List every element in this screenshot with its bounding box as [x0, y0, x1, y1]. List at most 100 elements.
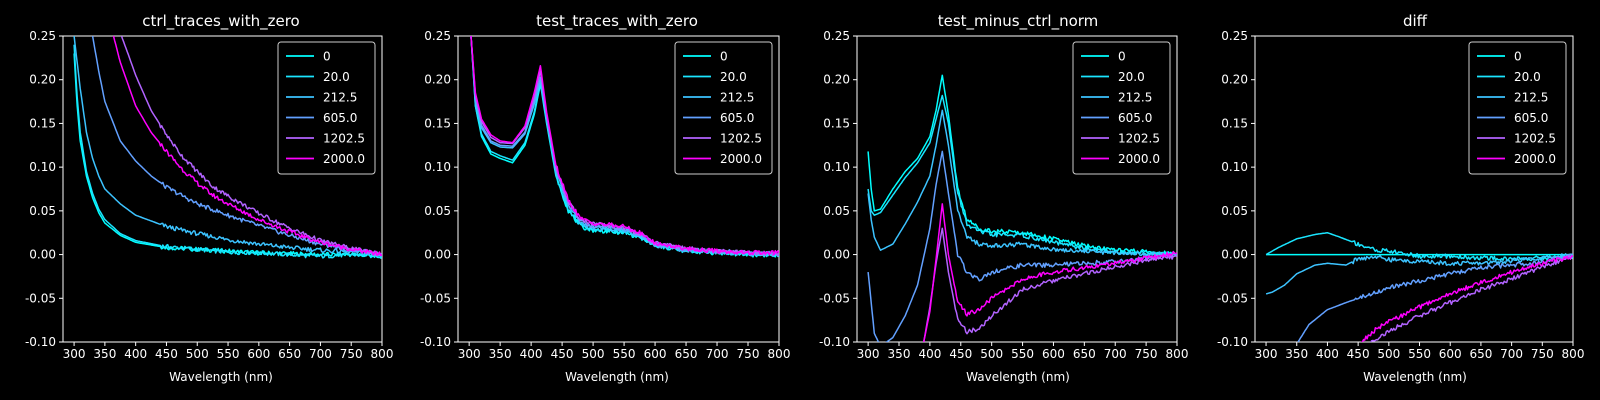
- x-tick-label: 350: [888, 347, 911, 361]
- legend-label: 1202.5: [1118, 132, 1160, 146]
- legend-label: 1202.5: [1514, 132, 1556, 146]
- series-line-212-5: [867, 109, 1177, 257]
- y-tick-label: 0.00: [29, 248, 56, 262]
- x-tick-label: 600: [247, 347, 270, 361]
- legend-label: 212.5: [720, 91, 754, 105]
- legend: 0 20.0 212.5 605.0 1202.5 2000.0: [674, 41, 773, 175]
- plot-frame: [457, 35, 780, 343]
- x-tick-label: 800: [1562, 347, 1585, 361]
- legend-label: 0: [1118, 50, 1126, 64]
- panel-ctrl-traces: ctrl_traces_with_zero Wavelength (nm) 30…: [25, 12, 394, 384]
- x-tick-label: 600: [644, 347, 667, 361]
- y-tick-label: 0.05: [424, 204, 451, 218]
- series-line-2000-0: [1360, 255, 1573, 342]
- x-tick-label: 500: [582, 347, 605, 361]
- legend: 0 20.0 212.5 605.0 1202.5 2000.0: [277, 41, 376, 175]
- series-line-1202-5: [120, 36, 382, 257]
- legend-label: 0: [323, 50, 331, 64]
- y-tick-label: -0.05: [25, 291, 56, 305]
- x-tick-label: 400: [918, 347, 941, 361]
- x-tick-label: 450: [551, 347, 574, 361]
- legend-label: 605.0: [1514, 111, 1548, 125]
- x-tick-label: 650: [1469, 347, 1492, 361]
- series-group: [73, 36, 382, 259]
- series-line-2000-0: [112, 36, 382, 257]
- x-tick-label: 700: [309, 347, 332, 361]
- x-tick-label: 750: [737, 347, 760, 361]
- series-line-0: [73, 53, 382, 259]
- x-tick-label: 450: [1347, 347, 1370, 361]
- legend: 0 20.0 212.5 605.0 1202.5 2000.0: [1072, 41, 1171, 175]
- series-group: [470, 36, 779, 258]
- y-tick-label: 0.20: [424, 73, 451, 87]
- y-tick-label: 0.25: [424, 29, 451, 43]
- y-tick-label: 0.10: [1221, 160, 1248, 174]
- x-tick-label: 600: [1042, 347, 1065, 361]
- y-tick-label: 0.00: [424, 248, 451, 262]
- x-tick-label: 300: [857, 347, 880, 361]
- y-tick-label: -0.05: [1217, 291, 1248, 305]
- x-tick-label: 400: [124, 347, 147, 361]
- x-tick-label: 550: [613, 347, 636, 361]
- legend-label: 20.0: [1118, 70, 1145, 84]
- panel-test-traces: test_traces_with_zero Wavelength (nm) 30…: [420, 12, 791, 384]
- series-line-1202-5: [1370, 254, 1573, 342]
- x-tick-label: 650: [675, 347, 698, 361]
- legend-label: 2000.0: [323, 152, 365, 166]
- y-tick-label: -0.05: [819, 291, 850, 305]
- x-tick-label: 500: [186, 347, 209, 361]
- x-tick-label: 350: [489, 347, 512, 361]
- x-tick-label: 350: [1285, 347, 1308, 361]
- legend-label: 20.0: [1514, 70, 1541, 84]
- legend-label: 605.0: [720, 111, 754, 125]
- legend-box: [674, 41, 773, 175]
- y-tick-label: 0.10: [823, 160, 850, 174]
- x-tick-label: 800: [371, 347, 394, 361]
- legend-box: [1072, 41, 1171, 175]
- x-tick-label: 450: [949, 347, 972, 361]
- y-tick-label: 0.05: [823, 204, 850, 218]
- panel-title: ctrl_traces_with_zero: [142, 12, 299, 31]
- y-tick-label: 0.15: [29, 116, 56, 130]
- x-tick-label: 650: [1073, 347, 1096, 361]
- panel-diff: diff Wavelength (nm) 300 350 400 450 500 550 6…: [1217, 12, 1585, 384]
- x-tick-label: 500: [980, 347, 1003, 361]
- legend-label: 20.0: [323, 70, 350, 84]
- x-tick-label: 600: [1439, 347, 1462, 361]
- x-tick-label: 750: [1135, 347, 1158, 361]
- x-tick-label: 750: [1531, 347, 1554, 361]
- series-line-20-0: [73, 44, 382, 259]
- x-tick-label: 400: [1316, 347, 1339, 361]
- y-tick-label: -0.10: [1217, 335, 1248, 349]
- series-line-20-0: [1265, 231, 1573, 262]
- y-tick-label: 0.10: [29, 160, 56, 174]
- x-tick-label: 350: [93, 347, 116, 361]
- series-line-1202-5: [922, 227, 1177, 342]
- plot-frame: [62, 35, 383, 343]
- legend-label: 605.0: [323, 111, 357, 125]
- panel-title: diff: [1403, 12, 1428, 30]
- legend-box: [277, 41, 376, 175]
- series-line-605-0: [1297, 253, 1573, 342]
- series-group: [867, 74, 1177, 342]
- legend: 0 20.0 212.5 605.0 1202.5 2000.0: [1468, 41, 1567, 175]
- series-line-2000-0: [922, 203, 1177, 342]
- x-tick-label: 650: [278, 347, 301, 361]
- series-group: [1265, 231, 1573, 342]
- x-axis-label: Wavelength (nm): [169, 370, 273, 384]
- legend-label: 605.0: [1118, 111, 1152, 125]
- x-tick-label: 800: [768, 347, 791, 361]
- legend-label: 212.5: [323, 91, 357, 105]
- series-line-1202-5: [470, 36, 779, 257]
- x-tick-label: 400: [520, 347, 543, 361]
- legend-label: 1202.5: [323, 132, 365, 146]
- legend-label: 2000.0: [1514, 152, 1556, 166]
- x-tick-label: 550: [1011, 347, 1034, 361]
- x-axis-label: Wavelength (nm): [565, 370, 669, 384]
- plot-frame: [1254, 35, 1574, 343]
- y-tick-label: -0.10: [420, 335, 451, 349]
- legend-label: 1202.5: [720, 132, 762, 146]
- y-tick-label: 0.05: [29, 204, 56, 218]
- series-line-212-5: [73, 36, 382, 257]
